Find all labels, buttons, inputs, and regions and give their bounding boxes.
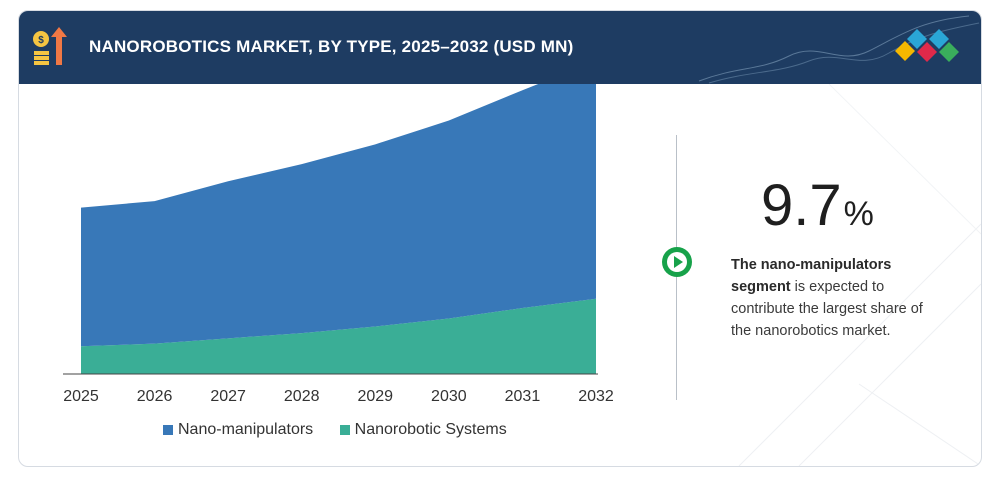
x-tick-label-2031: 2031 xyxy=(505,388,541,405)
area-chart: 2025 2026 2027 2028 2029 2030 2031 2032 xyxy=(63,84,614,405)
legend-swatch-nano-manipulators xyxy=(163,425,173,435)
page-title: NANOROBOTICS MARKET, BY TYPE, 2025–2032 … xyxy=(89,37,574,56)
x-tick-label-2027: 2027 xyxy=(210,388,246,405)
legend-item-nanorobotic-systems[interactable]: Nanorobotic Systems xyxy=(339,421,507,439)
chart-legend: Nano-manipulators Nanorobotic Systems xyxy=(163,421,529,440)
svg-text:$: $ xyxy=(38,35,44,46)
growth-rate-number: 9.7 xyxy=(761,173,842,238)
x-tick-label-2032: 2032 xyxy=(578,388,614,405)
legend-swatch-nanorobotic-systems xyxy=(339,425,350,435)
highlight-bold-text: The nano-manipulators segment xyxy=(731,257,892,295)
growth-rate-unit: % xyxy=(843,195,874,233)
legend-item-nano-manipulators[interactable]: Nano-manipulators xyxy=(163,421,313,439)
x-tick-label-2025: 2025 xyxy=(63,388,99,405)
area-series-nanorobotic-systems xyxy=(81,298,596,374)
x-tick-label-2028: 2028 xyxy=(284,388,320,405)
highlight-description: The nano-manipulators segment is expecte… xyxy=(731,254,941,342)
header-bar: $ NANOROBOTICS MARKET, BY TYPE, 2025–203… xyxy=(19,11,981,84)
x-tick-label-2026: 2026 xyxy=(137,388,173,405)
legend-label-nanorobotic-systems: Nanorobotic Systems xyxy=(354,421,507,438)
x-tick-label-2030: 2030 xyxy=(431,388,467,405)
area-series-nano-manipulators xyxy=(81,84,596,347)
header-decoration xyxy=(698,15,980,84)
play-circle-icon[interactable] xyxy=(662,247,692,277)
highlight-text: is expected to contribute the largest sh… xyxy=(731,279,923,339)
growth-rate-value: 9.7% xyxy=(761,177,874,235)
chart-card: $ NANOROBOTICS MARKET, BY TYPE, 2025–203… xyxy=(18,10,982,467)
x-tick-label-2029: 2029 xyxy=(357,388,393,405)
legend-label-nano-manipulators: Nano-manipulators xyxy=(178,421,314,438)
market-growth-icon: $ xyxy=(33,27,67,65)
background-pattern xyxy=(738,84,981,466)
